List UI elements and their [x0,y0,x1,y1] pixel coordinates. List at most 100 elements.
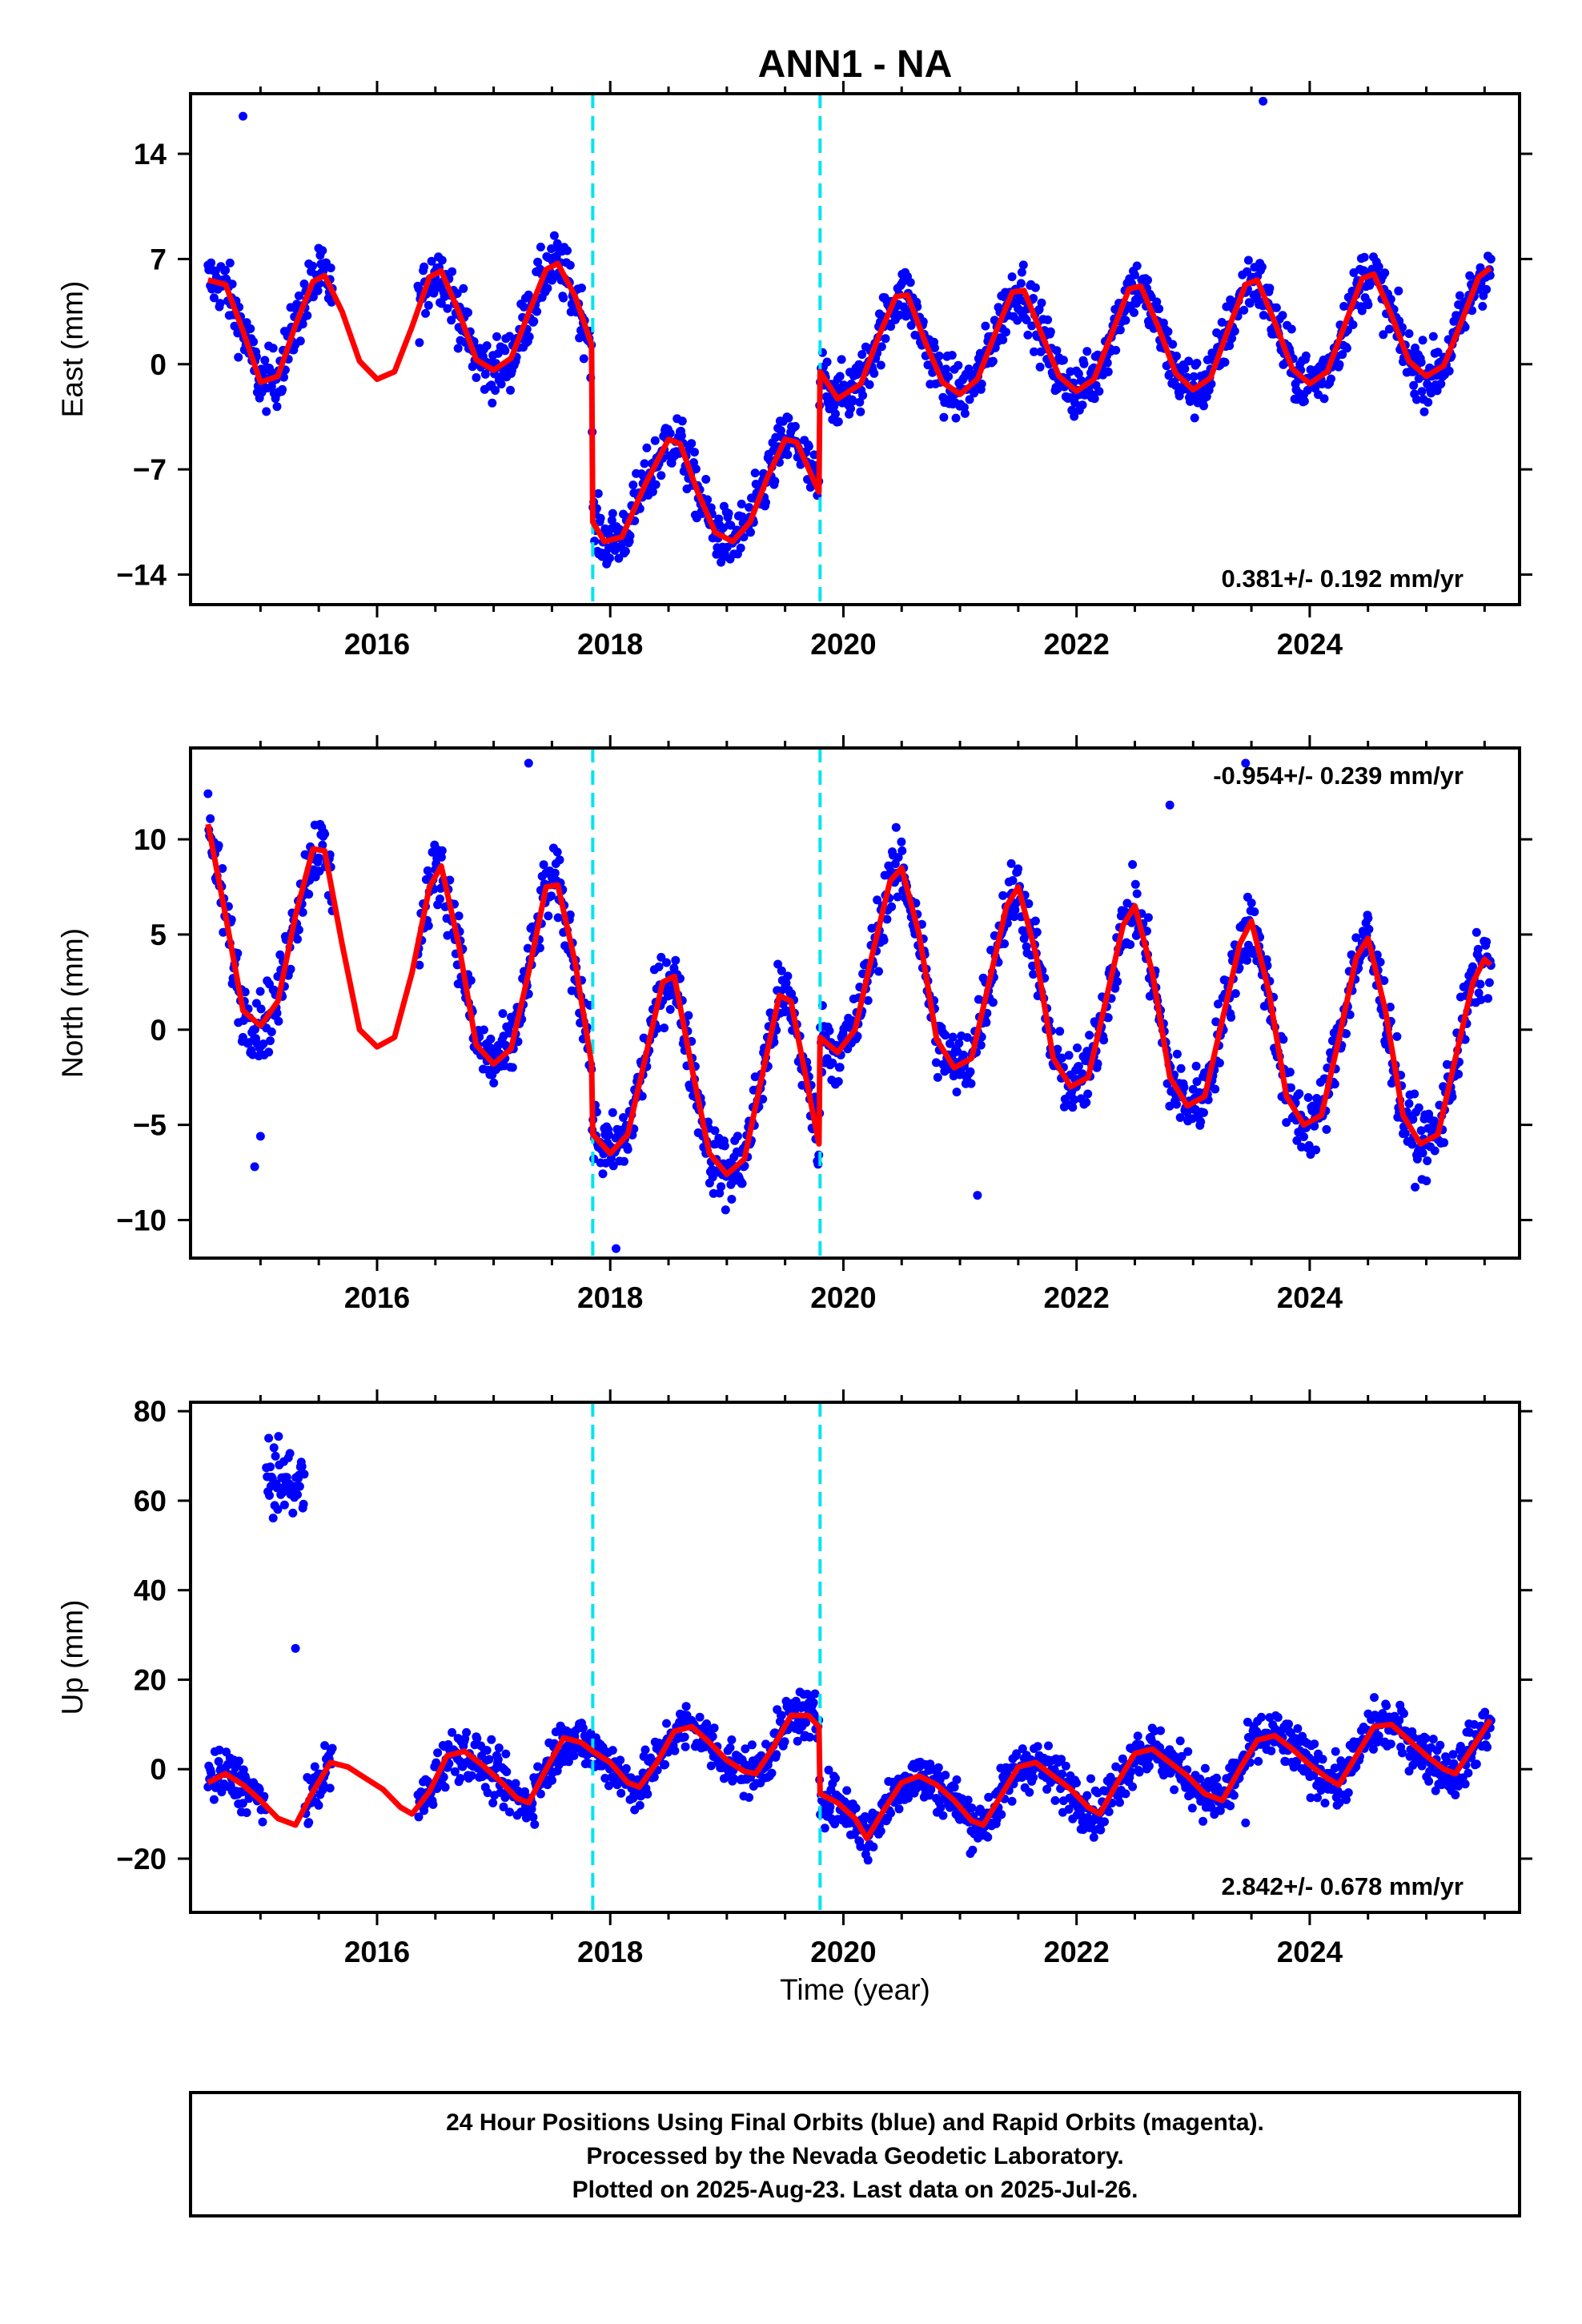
data-point [842,1786,852,1795]
data-point [1183,1747,1193,1756]
data-point [238,1799,247,1808]
data-point [857,350,867,360]
data-point [437,846,447,855]
data-point [855,397,865,407]
data-point [710,1126,720,1136]
x-tick-label: 2024 [1277,628,1343,661]
data-point [1299,1132,1308,1141]
data-point [1101,1787,1110,1796]
data-point [770,476,780,486]
data-point [1271,303,1281,312]
data-point [278,384,287,394]
data-point [988,356,998,366]
data-point [727,1735,737,1744]
data-point [984,1792,994,1802]
data-point [464,308,472,317]
data-point [482,341,492,351]
data-point [436,852,446,862]
data-point [1330,1080,1339,1089]
data-point [1130,879,1140,889]
data-point [983,1832,993,1842]
data-point [948,1032,958,1042]
data-point [1310,1121,1319,1131]
x-tick-label: 2022 [1044,1936,1110,1968]
data-point [695,1712,705,1722]
data-point [1017,267,1026,277]
data-point [1064,1051,1074,1060]
data-point [1476,979,1485,989]
data-point [642,443,652,452]
data-point [869,1842,878,1852]
data-point [1227,334,1237,343]
data-point [1128,1782,1138,1791]
data-point [1176,1063,1186,1073]
data-point [643,1789,652,1799]
data-point [1331,1747,1340,1756]
data-point [886,322,896,332]
data-point [492,332,501,341]
data-point [209,293,219,303]
data-point [886,1808,896,1818]
data-point [299,1470,309,1479]
data-point [960,408,970,418]
data-point [543,283,552,293]
x-tick-label: 2016 [344,1936,410,1968]
data-point [488,1798,498,1807]
data-point [1400,1128,1410,1138]
data-point [620,1156,628,1166]
y-axis-label: North (mm) [56,928,89,1078]
data-point [1342,1795,1351,1804]
data-point [453,344,463,353]
data-point [998,891,1008,900]
outlier-point [250,1162,259,1172]
data-point [846,404,855,413]
data-point [433,1748,443,1758]
data-point [578,1723,588,1733]
data-point [941,1771,950,1780]
data-point [1447,1092,1457,1102]
data-point [665,428,675,438]
data-point [535,943,544,953]
data-point [415,338,424,348]
data-point [1363,300,1373,310]
data-point [1375,957,1385,967]
data-point [828,1058,837,1068]
rate-label: 0.381+/- 0.192 mm/yr [1222,565,1464,593]
data-point [967,1803,977,1813]
data-point [1022,316,1031,324]
data-point [1313,1793,1322,1803]
data-point [1211,1084,1220,1094]
data-point [1292,1757,1302,1766]
data-point [1472,927,1481,937]
data-point [825,1802,835,1811]
data-point [733,1132,742,1141]
data-point [424,921,433,931]
model-line [205,823,1493,1177]
data-point [327,1743,337,1753]
data-point [1225,341,1235,351]
data-point [982,1018,991,1027]
data-point [600,1774,610,1783]
data-point [498,1009,508,1019]
data-point [863,1856,873,1865]
data-point [963,1795,973,1805]
data-point [681,1742,690,1751]
plot-frame [189,92,1521,606]
data-point [962,1033,972,1042]
data-point [1016,279,1026,288]
data-point [548,1775,556,1785]
data-points [203,758,1496,1253]
data-point [265,1490,274,1500]
data-point [544,911,553,921]
data-point [272,1008,282,1018]
data-point [1013,316,1022,325]
data-point [701,475,711,484]
data-point [487,1735,496,1744]
x-tick-label: 2024 [1277,1936,1343,1968]
data-point [897,846,907,855]
data-point [825,1026,834,1035]
y-tick-label: 0 [150,348,167,381]
data-point [684,1011,693,1020]
data-point [1455,291,1464,300]
footer-line-3: Plotted on 2025-Aug-23. Last data on 202… [572,2177,1138,2203]
